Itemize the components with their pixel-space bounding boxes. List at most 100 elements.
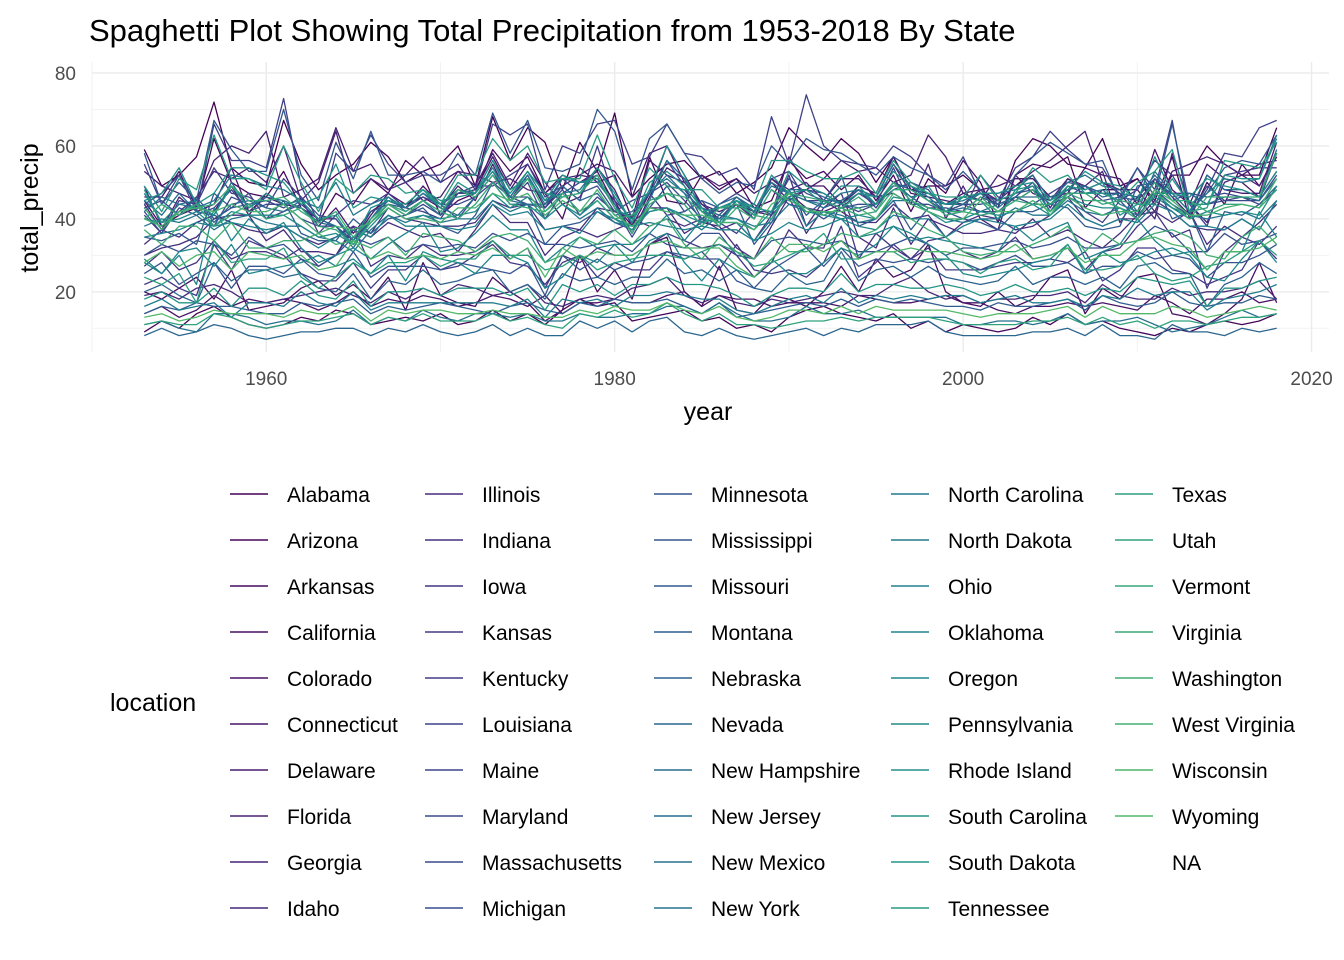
legend-label: Washington	[1172, 668, 1282, 691]
legend-label: Idaho	[287, 898, 340, 921]
legend-item: Alabama	[230, 484, 370, 507]
legend-item: Florida	[230, 806, 352, 829]
legend-label: New Mexico	[711, 852, 825, 875]
legend-label: Ohio	[948, 576, 992, 599]
legend-item: Texas	[1115, 484, 1227, 507]
legend-label: Nevada	[711, 714, 784, 737]
series-line-louisiana	[143, 94, 1277, 224]
legend-item: Delaware	[230, 760, 376, 783]
legend-item: West Virginia	[1115, 714, 1295, 737]
legend-label: New York	[711, 898, 800, 921]
legend-label: Missouri	[711, 576, 789, 599]
x-tick-label: 2000	[942, 369, 984, 390]
x-tick-label: 1960	[245, 369, 287, 390]
legend-label: Illinois	[482, 484, 540, 507]
legend-item: North Carolina	[891, 484, 1084, 507]
legend-label: West Virginia	[1172, 714, 1295, 737]
legend-label: Georgia	[287, 852, 362, 875]
series-line-vermont	[143, 181, 1278, 246]
legend-label: Maine	[482, 760, 539, 783]
legend-label: Arkansas	[287, 576, 375, 599]
legend-label: Rhode Island	[948, 760, 1072, 783]
series-line-colorado	[144, 291, 1277, 318]
legend-item: Maine	[425, 760, 539, 783]
y-axis-title: total_precip	[16, 143, 44, 272]
legend-label: Alabama	[287, 484, 370, 507]
y-tick-label: 40	[55, 210, 76, 231]
series-line-rhode-island	[144, 145, 1278, 242]
legend-label: New Jersey	[711, 806, 821, 829]
series-line-nebraska	[144, 251, 1278, 308]
legend-label: Oregon	[948, 668, 1018, 691]
legend-item: Nevada	[654, 714, 784, 737]
legend-label: South Dakota	[948, 852, 1076, 875]
x-tick-label: 1980	[594, 369, 636, 390]
legend-label: Indiana	[482, 530, 551, 553]
legend-label: Michigan	[482, 898, 566, 921]
y-tick-label: 80	[55, 64, 76, 85]
legend-item: Connecticut	[230, 714, 398, 737]
chart-title: Spaghetti Plot Showing Total Precipitati…	[89, 13, 1016, 48]
series-line-tennessee	[143, 134, 1278, 213]
series-line-new-jersey	[143, 149, 1278, 249]
legend-item: Colorado	[230, 668, 372, 691]
legend-item: Oregon	[891, 668, 1018, 691]
legend-label: Utah	[1172, 530, 1216, 553]
legend-item: Missouri	[654, 576, 789, 599]
legend-item: Minnesota	[654, 484, 808, 507]
legend-item: Illinois	[425, 484, 540, 507]
legend-item: Vermont	[1115, 576, 1250, 599]
legend-label: Virginia	[1172, 622, 1242, 645]
series-line-pennsylvania	[144, 185, 1278, 246]
legend-item: North Dakota	[891, 530, 1072, 553]
legend-label: Montana	[711, 622, 793, 645]
legend-item: Massachusetts	[425, 852, 622, 875]
legend-label: NA	[1172, 852, 1201, 875]
series-line-nevada	[144, 316, 1277, 340]
legend-label: Mississippi	[711, 530, 813, 553]
series-line-alabama	[143, 101, 1278, 209]
legend-item: Georgia	[230, 852, 362, 875]
legend-item: Maryland	[425, 806, 568, 829]
series-line-ohio	[144, 189, 1278, 249]
legend-label: Iowa	[482, 576, 527, 599]
legend-item: Oklahoma	[891, 622, 1044, 645]
legend: Alabama Arizona Arkansas California Colorado…	[230, 484, 1295, 921]
series-line-new-york	[144, 196, 1278, 253]
legend-item: Kentucky	[425, 668, 569, 691]
legend-item: Tennessee	[891, 898, 1050, 921]
series-line-west-virginia	[144, 178, 1278, 235]
series-line-mississippi	[143, 108, 1278, 205]
legend-label: Connecticut	[287, 714, 398, 737]
legend-label: Vermont	[1172, 576, 1250, 599]
x-tick-label: 2020	[1290, 369, 1332, 390]
legend-item: Arkansas	[230, 576, 375, 599]
legend-label: Kansas	[482, 622, 552, 645]
y-tick-label: 60	[55, 137, 76, 158]
legend-item: Iowa	[425, 576, 527, 599]
legend-label: Pennsylvania	[948, 714, 1073, 737]
series-line-connecticut	[144, 145, 1278, 235]
legend-item: Wyoming	[1115, 806, 1259, 829]
legend-item: New Jersey	[654, 806, 821, 829]
series-line-minnesota	[143, 243, 1278, 297]
legend-item: Pennsylvania	[891, 714, 1073, 737]
legend-item: Nebraska	[654, 668, 801, 691]
legend-label: Oklahoma	[948, 622, 1044, 645]
legend-label: North Dakota	[948, 530, 1072, 553]
legend-item: New Hampshire	[654, 760, 860, 783]
legend-item: Mississippi	[654, 530, 813, 553]
legend-item: Indiana	[425, 530, 551, 553]
legend-label: Massachusetts	[482, 852, 622, 875]
series-line-utah	[144, 302, 1277, 329]
legend-label: Delaware	[287, 760, 376, 783]
legend-item: Rhode Island	[891, 760, 1072, 783]
legend-item: South Dakota	[891, 852, 1076, 875]
series-lines	[143, 94, 1278, 340]
series-line-montana	[144, 291, 1277, 318]
legend-label: North Carolina	[948, 484, 1084, 507]
legend-label: Tennessee	[948, 898, 1050, 921]
legend-label: Texas	[1172, 484, 1227, 507]
legend-label: Colorado	[287, 668, 372, 691]
